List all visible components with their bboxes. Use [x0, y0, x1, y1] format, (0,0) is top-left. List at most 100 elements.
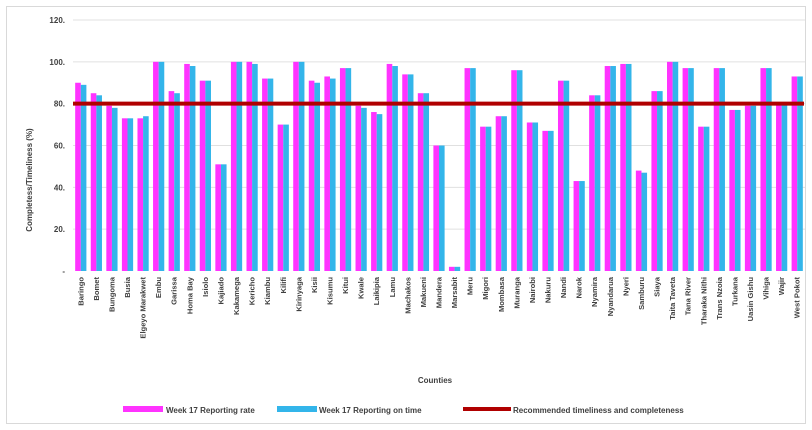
- bar-reporting-rate-kericho: [246, 61, 253, 272]
- bar-reporting-rate-marsabit: [448, 266, 455, 271]
- x-tick-label-isiolo: Isiolo: [201, 277, 210, 297]
- y-tick-label: -: [62, 267, 65, 276]
- chart-frame: - 20. 40. 60. 80. 100. 120. Baringo Bomet Bungom…: [6, 6, 806, 424]
- bar-reporting-rate-samburu: [635, 170, 642, 271]
- bar-reporting-rate-vihiga: [760, 68, 767, 271]
- bar-reporting-rate-muranga: [511, 70, 517, 271]
- y-tick-label: 120.: [49, 16, 65, 25]
- x-axis-ticks: Baringo Bomet Bungoma Busia Elgeyo Marakwet E…: [76, 276, 801, 338]
- bar-reporting-rate-makueni: [417, 93, 424, 271]
- bar-reporting-on-time-isiolo: [205, 80, 211, 272]
- bar-reporting-rate-laikipia: [371, 112, 377, 272]
- bar-reporting-rate-wajir: [776, 103, 782, 272]
- bar-reporting-on-time-garissa: [174, 93, 180, 271]
- bar-reporting-on-time-marsabit: [454, 266, 461, 271]
- bar-reporting-rate-nyamira: [589, 95, 595, 271]
- x-tick-label-busia: Busia: [123, 276, 132, 297]
- x-tick-label-nairobi: Nairobi: [528, 277, 537, 303]
- bar-reporting-on-time-kwale: [361, 107, 367, 271]
- x-tick-label-kilifi: Kilifi: [279, 277, 288, 293]
- bar-reporting-on-time-kirinyaga: [298, 61, 305, 272]
- bar-reporting-rate-elgeyo-marakwet: [137, 118, 144, 271]
- x-tick-label-homa-bay: Homa Bay: [185, 276, 194, 314]
- bar-reporting-on-time-kericho: [252, 63, 258, 271]
- x-tick-label-marsabit: Marsabit: [450, 277, 459, 309]
- legend-swatch-reporting-on-time: [277, 406, 317, 412]
- bar-reporting-on-time-lamu: [392, 66, 398, 271]
- bar-reporting-rate-kiambu: [262, 78, 268, 271]
- bar-reporting-on-time-mandera: [439, 145, 445, 271]
- x-tick-label-makueni: Makueni: [419, 277, 428, 307]
- bar-reporting-rate-mandera: [433, 145, 439, 271]
- bar-reporting-rate-west-pokot: [791, 76, 798, 271]
- bar-reporting-rate-lamu: [386, 63, 393, 271]
- bar-reporting-rate-kilifi: [277, 124, 284, 271]
- x-tick-label-narok: Narok: [575, 276, 584, 298]
- x-tick-label-uasin-gishu: Uasin Gishu: [746, 277, 755, 322]
- bar-reporting-on-time-tharaka-nithi: [703, 126, 710, 271]
- x-tick-label-mandera: Mandera: [435, 276, 444, 308]
- x-tick-label-laikipia: Laikipia: [372, 276, 381, 305]
- bar-reporting-on-time-uasin-gishu: [750, 105, 757, 271]
- x-tick-label-kiambu: Kiambu: [263, 277, 272, 305]
- legend: Week 17 Reporting rate Week 17 Reporting…: [123, 406, 684, 415]
- bar-reporting-rate-migori: [480, 126, 486, 271]
- x-tick-label-trans-nzoia: Trans Nzoia: [715, 276, 724, 319]
- bar-reporting-on-time-baringo: [80, 84, 87, 271]
- bar-reporting-on-time-busia: [127, 118, 134, 271]
- x-axis-title: Counties: [418, 376, 453, 385]
- x-tick-label-kakamega: Kakamega: [232, 276, 241, 315]
- bar-reporting-on-time-kilifi: [283, 124, 289, 271]
- legend-label-reporting-rate: Week 17 Reporting rate: [166, 406, 255, 415]
- bar-reporting-rate-baringo: [75, 82, 81, 271]
- x-tick-label-tana-river: Tana River: [684, 277, 693, 315]
- bar-reporting-rate-turkana: [729, 109, 735, 271]
- legend-label-recommended-line: Recommended timeliness and completeness: [513, 406, 684, 415]
- bar-reporting-on-time-turkana: [734, 109, 741, 271]
- bar-reporting-rate-nakuru: [542, 130, 549, 271]
- bar-reporting-on-time-kisii: [314, 82, 321, 271]
- bar-reporting-rate-uasin-gishu: [744, 105, 751, 271]
- x-tick-label-nandi: Nandi: [559, 277, 568, 298]
- bar-reporting-on-time-machakos: [407, 74, 414, 271]
- bar-reporting-on-time-makueni: [423, 93, 430, 271]
- bar-reporting-on-time-trans-nzoia: [719, 68, 725, 271]
- x-tick-label-vihiga: Vihiga: [762, 276, 771, 299]
- bar-reporting-rate-nyeri: [620, 63, 626, 271]
- x-tick-label-kwale: Kwale: [357, 277, 366, 299]
- bar-reporting-rate-kirinyaga: [293, 61, 299, 272]
- bar-reporting-on-time-mombasa: [501, 116, 507, 271]
- x-tick-label-migori: Migori: [481, 277, 490, 300]
- bar-reporting-on-time-nandi: [563, 80, 570, 272]
- x-tick-label-machakos: Machakos: [403, 277, 412, 314]
- x-tick-label-wajir: Wajir: [777, 277, 786, 295]
- bar-reporting-rate-siaya: [651, 91, 658, 271]
- bar-reporting-rate-bomet: [90, 93, 97, 271]
- x-tick-label-bomet: Bomet: [92, 277, 101, 301]
- bar-reporting-on-time-bomet: [96, 95, 102, 271]
- legend-swatch-recommended-line: [463, 407, 511, 411]
- bar-reporting-on-time-vihiga: [766, 68, 772, 271]
- bar-reporting-rate-mombasa: [495, 116, 502, 271]
- x-tick-label-kisii: Kisii: [310, 277, 319, 293]
- x-tick-label-embu: Embu: [154, 277, 163, 298]
- bar-reporting-on-time-kisumu: [329, 78, 336, 271]
- x-tick-label-nakuru: Nakuru: [544, 277, 553, 304]
- bar-reporting-on-time-embu: [158, 61, 165, 272]
- chart-svg: - 20. 40. 60. 80. 100. 120. Baringo Bomet Bungom…: [25, 16, 805, 415]
- bar-reporting-on-time-narok: [579, 181, 585, 271]
- bar-reporting-on-time-tana-river: [688, 68, 694, 271]
- bar-reporting-rate-trans-nzoia: [713, 68, 720, 271]
- bar-reporting-rate-tana-river: [682, 68, 689, 271]
- x-tick-label-lamu: Lamu: [388, 277, 397, 298]
- bar-reporting-on-time-siaya: [657, 91, 663, 271]
- bar-reporting-rate-isiolo: [199, 80, 206, 272]
- legend-swatch-reporting-rate: [123, 406, 163, 412]
- bar-reporting-rate-machakos: [402, 74, 408, 271]
- y-tick-label: 80.: [54, 100, 65, 109]
- bar-reporting-on-time-bungoma: [111, 107, 118, 271]
- bar-reporting-rate-kajiado: [215, 164, 221, 271]
- bar-reporting-rate-taita-taveta: [667, 61, 673, 272]
- bar-reporting-on-time-nyamira: [594, 95, 601, 271]
- x-tick-label-turkana: Turkana: [730, 276, 739, 306]
